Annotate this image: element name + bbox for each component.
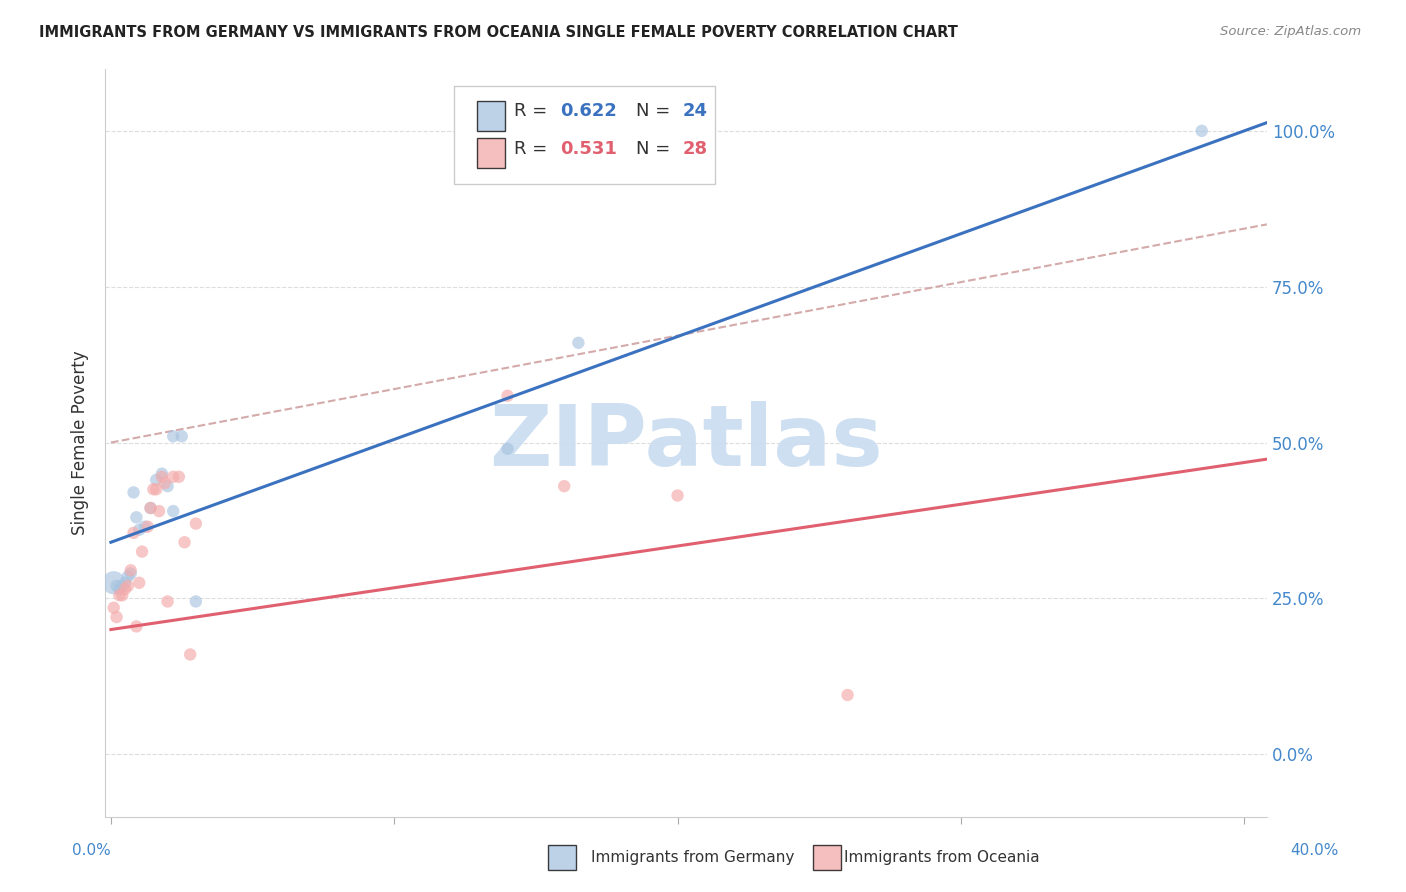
Text: 40.0%: 40.0% bbox=[1291, 843, 1339, 858]
Point bbox=[184, 594, 207, 608]
FancyBboxPatch shape bbox=[454, 86, 716, 185]
Point bbox=[103, 575, 125, 590]
Text: Immigrants from Germany: Immigrants from Germany bbox=[591, 850, 794, 865]
Point bbox=[111, 579, 134, 593]
Point bbox=[103, 600, 125, 615]
Point bbox=[139, 500, 162, 515]
Point bbox=[125, 510, 148, 524]
Point bbox=[153, 476, 176, 491]
Point bbox=[105, 610, 128, 624]
Point bbox=[120, 566, 142, 581]
Text: 0.531: 0.531 bbox=[561, 139, 617, 158]
Text: Immigrants from Oceania: Immigrants from Oceania bbox=[844, 850, 1039, 865]
Text: N =: N = bbox=[636, 103, 676, 120]
Point bbox=[139, 500, 162, 515]
Point bbox=[148, 504, 170, 518]
Point bbox=[184, 516, 207, 531]
Text: N =: N = bbox=[636, 139, 676, 158]
Point bbox=[170, 429, 193, 443]
Point bbox=[605, 143, 627, 157]
Point bbox=[150, 470, 173, 484]
Point bbox=[114, 582, 136, 596]
Point bbox=[114, 575, 136, 590]
Text: 24: 24 bbox=[682, 103, 707, 120]
Point bbox=[837, 688, 859, 702]
Text: Source: ZipAtlas.com: Source: ZipAtlas.com bbox=[1220, 25, 1361, 38]
Point bbox=[173, 535, 195, 549]
Point bbox=[162, 429, 184, 443]
Point bbox=[117, 569, 139, 583]
Point bbox=[108, 582, 131, 596]
Point bbox=[142, 483, 165, 497]
Point bbox=[553, 479, 575, 493]
Point bbox=[605, 124, 627, 138]
Text: 0.0%: 0.0% bbox=[72, 843, 111, 858]
Point bbox=[134, 519, 156, 533]
Text: IMMIGRANTS FROM GERMANY VS IMMIGRANTS FROM OCEANIA SINGLE FEMALE POVERTY CORRELA: IMMIGRANTS FROM GERMANY VS IMMIGRANTS FR… bbox=[39, 25, 959, 40]
Point bbox=[496, 389, 519, 403]
Point bbox=[156, 479, 179, 493]
Point bbox=[128, 575, 150, 590]
Text: ZIPatlas: ZIPatlas bbox=[489, 401, 883, 484]
Point bbox=[122, 485, 145, 500]
Point bbox=[567, 335, 589, 350]
Point bbox=[136, 519, 159, 533]
Point bbox=[122, 525, 145, 540]
Point bbox=[150, 467, 173, 481]
Point bbox=[167, 470, 190, 484]
Point bbox=[125, 619, 148, 633]
Text: R =: R = bbox=[515, 103, 553, 120]
Text: 0.622: 0.622 bbox=[561, 103, 617, 120]
Point bbox=[105, 579, 128, 593]
Point bbox=[162, 504, 184, 518]
FancyBboxPatch shape bbox=[477, 101, 505, 130]
Point bbox=[120, 563, 142, 577]
Point bbox=[162, 470, 184, 484]
Point bbox=[131, 544, 153, 558]
Point bbox=[496, 442, 519, 456]
Y-axis label: Single Female Poverty: Single Female Poverty bbox=[72, 351, 89, 535]
Point bbox=[156, 594, 179, 608]
Text: R =: R = bbox=[515, 139, 553, 158]
Point bbox=[666, 489, 689, 503]
Point bbox=[145, 483, 167, 497]
Point bbox=[128, 523, 150, 537]
Point bbox=[117, 579, 139, 593]
FancyBboxPatch shape bbox=[477, 138, 505, 168]
Point bbox=[145, 473, 167, 487]
Point bbox=[179, 648, 201, 662]
Point bbox=[1191, 124, 1213, 138]
Text: 28: 28 bbox=[682, 139, 707, 158]
Point bbox=[111, 588, 134, 602]
Point bbox=[108, 588, 131, 602]
